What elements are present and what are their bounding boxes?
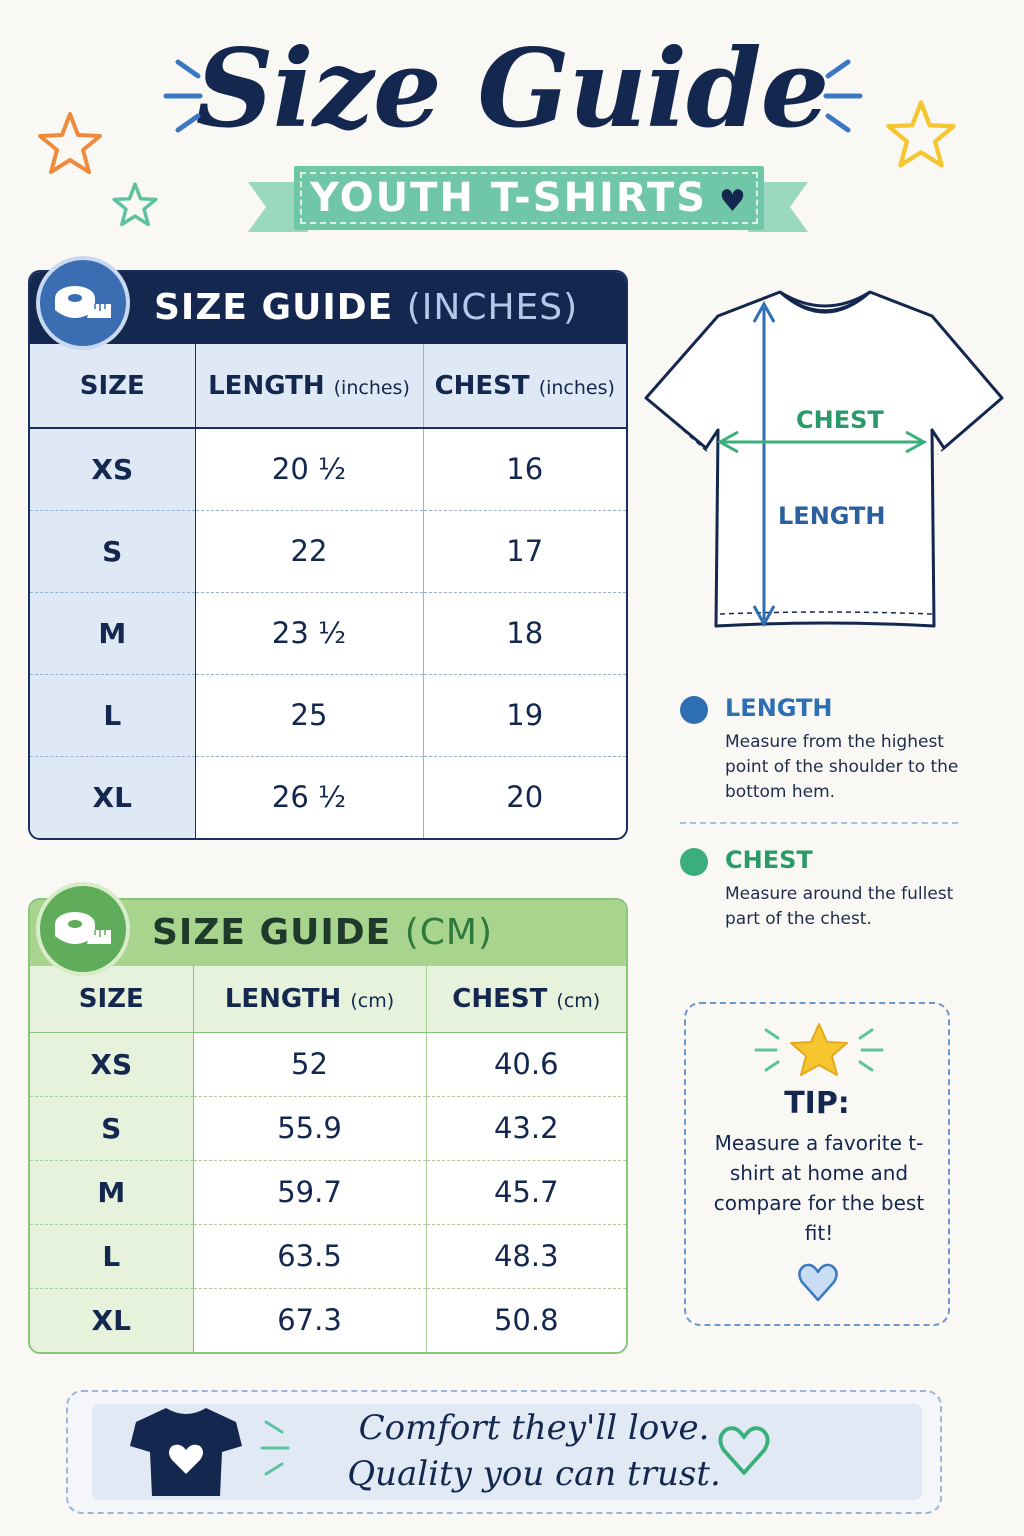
table-row: XL 67.3 50.8 xyxy=(30,1287,626,1352)
length-cell: 67.3 xyxy=(192,1287,426,1352)
t-shirt-icon xyxy=(130,1408,242,1496)
size-cell: XS xyxy=(30,1032,194,1096)
star-icon xyxy=(886,100,956,168)
spark-lines-icon xyxy=(260,1420,290,1476)
size-cell: M xyxy=(30,1159,194,1224)
chest-cell: 16 xyxy=(422,428,626,510)
length-cell: 23 ½ xyxy=(194,591,423,674)
tip-box: TIP: Measure a favorite t-shirt at home … xyxy=(684,1002,950,1326)
tip-text: Measure a favorite t-shirt at home and c… xyxy=(713,1131,925,1245)
measuring-tape-badge xyxy=(36,882,130,976)
column-header-size: SIZE xyxy=(30,966,194,1033)
column-header-size: SIZE xyxy=(30,344,196,429)
column-header-chest: CHEST (cm) xyxy=(425,966,626,1033)
table-row: S 22 17 xyxy=(30,509,626,592)
size-cell: S xyxy=(30,1095,194,1160)
length-dot-icon xyxy=(680,696,708,724)
size-cell: S xyxy=(30,509,196,592)
size-cell: XL xyxy=(30,1287,194,1352)
size-table: SIZE LENGTH (inches) CHEST (inches) XS 20… xyxy=(30,344,626,838)
size-table-cm: SIZE GUIDE (CM) SIZE LENGTH (cm) CHEST (… xyxy=(28,898,628,1354)
table-header-row: SIZE LENGTH (inches) CHEST (inches) xyxy=(30,344,626,429)
table-row: L 63.5 48.3 xyxy=(30,1223,626,1288)
length-cell: 26 ½ xyxy=(194,755,423,838)
ribbon-tail-left xyxy=(248,182,308,232)
measuring-tape-icon xyxy=(55,912,111,944)
length-cell: 52 xyxy=(192,1032,426,1096)
chest-cell: 18 xyxy=(422,591,626,674)
length-cell: 25 xyxy=(194,673,423,756)
diagram-chest-label: CHEST xyxy=(796,406,884,434)
length-cell: 59.7 xyxy=(192,1159,426,1224)
table-row: M 23 ½ 18 xyxy=(30,591,626,674)
size-table-inches: SIZE GUIDE (INCHES) SIZE LENGTH (inches)… xyxy=(28,270,628,840)
size-cell: L xyxy=(30,1223,194,1288)
size-table: SIZE LENGTH (cm) CHEST (cm) XS 52 40.6 S 55… xyxy=(30,966,626,1352)
legend-length-title: LENGTH xyxy=(725,694,833,722)
heart-icon: ♥ xyxy=(719,184,748,219)
table-header-row: SIZE LENGTH (cm) CHEST (cm) xyxy=(30,966,626,1033)
heart-icon xyxy=(718,1426,770,1475)
table-heading-text: SIZE GUIDE xyxy=(152,912,392,953)
measuring-tape-badge xyxy=(36,256,130,350)
table-heading-unit: (INCHES) xyxy=(406,287,579,328)
chest-cell: 48.3 xyxy=(425,1223,626,1288)
chest-dot-icon xyxy=(680,848,708,876)
ribbon-band: YOUTH T-SHIRTS ♥ xyxy=(294,166,764,230)
length-cell: 22 xyxy=(194,509,423,592)
chest-cell: 45.7 xyxy=(425,1159,626,1224)
spark-lines-icon xyxy=(823,59,863,133)
chest-cell: 40.6 xyxy=(425,1032,626,1096)
chest-cell: 20 xyxy=(422,755,626,838)
chest-cell: 17 xyxy=(422,509,626,592)
tip-title: TIP: xyxy=(784,1086,850,1121)
ribbon-label: YOUTH T-SHIRTS ♥ xyxy=(294,166,764,230)
size-cell: L xyxy=(30,673,196,756)
measuring-tape-icon xyxy=(55,286,111,318)
chest-cell: 50.8 xyxy=(425,1287,626,1352)
footer-line-2: Quality you can trust. xyxy=(347,1454,721,1494)
heart-icon xyxy=(798,1263,838,1302)
legend-divider xyxy=(680,822,958,824)
chest-cell: 19 xyxy=(422,673,626,756)
table-row: L 25 19 xyxy=(30,673,626,756)
page-title: Size Guide xyxy=(195,26,830,152)
size-cell: XL xyxy=(30,755,196,838)
star-icon xyxy=(112,182,158,227)
spark-lines-icon xyxy=(163,59,203,133)
chest-cell: 43.2 xyxy=(425,1095,626,1160)
legend-chest: CHEST Measure around the fullest part of… xyxy=(680,846,970,946)
table-heading-unit: (CM) xyxy=(404,912,494,953)
length-cell: 55.9 xyxy=(192,1095,426,1160)
column-header-length: LENGTH (inches) xyxy=(194,344,423,429)
legend-length: LENGTH Measure from the highest point of… xyxy=(680,694,970,814)
legend-chest-title: CHEST xyxy=(725,846,813,874)
subtitle-text: YOUTH T-SHIRTS xyxy=(310,175,708,221)
size-cell: XS xyxy=(30,428,196,510)
table-row: XS 52 40.6 xyxy=(30,1032,626,1096)
column-header-chest: CHEST (inches) xyxy=(422,344,626,429)
length-cell: 20 ½ xyxy=(194,428,423,510)
legend-length-desc: Measure from the highest point of the sh… xyxy=(725,732,959,802)
table-row: S 55.9 43.2 xyxy=(30,1095,626,1160)
table-heading-text: SIZE GUIDE xyxy=(154,287,394,328)
size-cell: M xyxy=(30,591,196,674)
diagram-length-label: LENGTH xyxy=(778,502,886,530)
footer-line-1: Comfort they'll love. xyxy=(358,1408,710,1448)
legend-chest-desc: Measure around the fullest part of the c… xyxy=(725,884,954,929)
footer-banner: Comfort they'll love. Quality you can tr… xyxy=(66,1390,942,1514)
column-header-length: LENGTH (cm) xyxy=(192,966,426,1033)
table-row: M 59.7 45.7 xyxy=(30,1159,626,1224)
star-icon xyxy=(754,1023,884,1076)
table-row: XL 26 ½ 20 xyxy=(30,755,626,838)
table-row: XS 20 ½ 16 xyxy=(30,428,626,510)
subtitle-ribbon: YOUTH T-SHIRTS ♥ xyxy=(248,160,808,240)
length-cell: 63.5 xyxy=(192,1223,426,1288)
t-shirt-diagram-icon xyxy=(644,290,1004,628)
star-icon xyxy=(38,112,102,174)
